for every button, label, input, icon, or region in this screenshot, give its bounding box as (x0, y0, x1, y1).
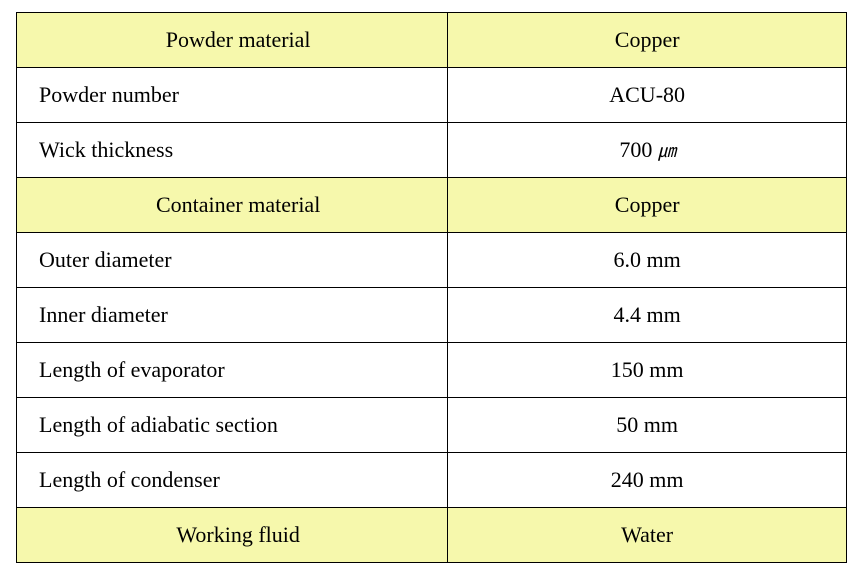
cell-value: 150 mm (448, 343, 847, 398)
cell-label: Powder number (17, 68, 448, 123)
table-body: Powder material Copper Powder number ACU… (17, 13, 847, 563)
table-row: Length of condenser 240 mm (17, 453, 847, 508)
table-row: Length of evaporator 150 mm (17, 343, 847, 398)
cell-value: Copper (448, 178, 847, 233)
cell-label: Length of condenser (17, 453, 448, 508)
cell-label: Length of evaporator (17, 343, 448, 398)
cell-label: Powder material (17, 13, 448, 68)
table-row: Working fluid Water (17, 508, 847, 563)
value-number: 700 (619, 137, 658, 162)
cell-label: Working fluid (17, 508, 448, 563)
cell-value: 700 ㎛ (448, 123, 847, 178)
cell-value: Copper (448, 13, 847, 68)
table-row: Wick thickness 700 ㎛ (17, 123, 847, 178)
cell-label: Inner diameter (17, 288, 448, 343)
cell-value: 240 mm (448, 453, 847, 508)
cell-label: Length of adiabatic section (17, 398, 448, 453)
cell-label: Container material (17, 178, 448, 233)
cell-label: Outer diameter (17, 233, 448, 288)
cell-value: Water (448, 508, 847, 563)
table-row: Inner diameter 4.4 mm (17, 288, 847, 343)
cell-value: 6.0 mm (448, 233, 847, 288)
cell-value: ACU-80 (448, 68, 847, 123)
cell-label: Wick thickness (17, 123, 448, 178)
table-row: Container material Copper (17, 178, 847, 233)
cell-value: 50 mm (448, 398, 847, 453)
specifications-table: Powder material Copper Powder number ACU… (16, 12, 847, 563)
unit-micrometer: ㎛ (658, 141, 675, 161)
table-row: Outer diameter 6.0 mm (17, 233, 847, 288)
table-row: Powder material Copper (17, 13, 847, 68)
table-row: Length of adiabatic section 50 mm (17, 398, 847, 453)
cell-value: 4.4 mm (448, 288, 847, 343)
table-row: Powder number ACU-80 (17, 68, 847, 123)
